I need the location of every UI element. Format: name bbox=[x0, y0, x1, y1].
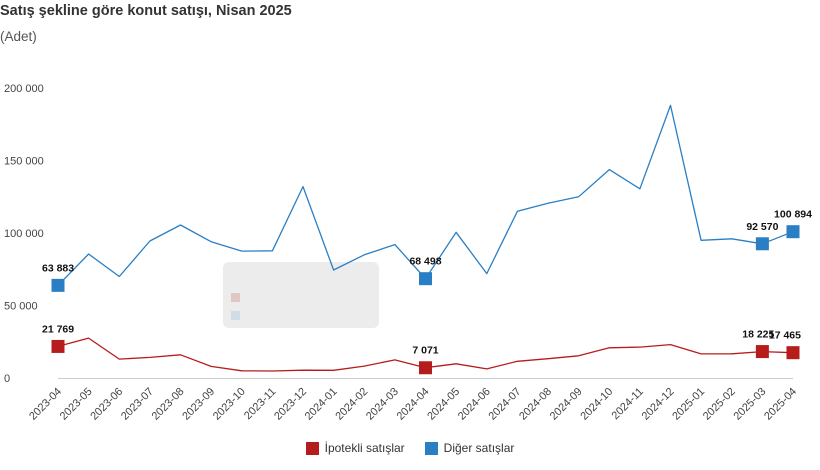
x-tick-label: 2024-04 bbox=[395, 386, 432, 423]
x-tick-label: 2023-11 bbox=[242, 386, 278, 422]
y-tick-label: 200 000 bbox=[4, 83, 44, 95]
x-tick-label: 2024-01 bbox=[303, 386, 340, 423]
y-tick-label: 100 000 bbox=[4, 228, 44, 240]
data-marker bbox=[51, 278, 65, 292]
chart-subtitle: (Adet) bbox=[0, 29, 37, 44]
x-tick-label: 2024-10 bbox=[578, 386, 615, 423]
data-marker bbox=[419, 361, 432, 375]
data-label: 7 071 bbox=[412, 345, 438, 357]
chart-title: Satış şekline göre konut satışı, Nisan 2… bbox=[0, 3, 292, 19]
data-marker bbox=[786, 225, 800, 239]
x-tick-label: 2023-09 bbox=[180, 386, 217, 423]
x-tick-label: 2023-05 bbox=[58, 386, 95, 423]
data-label: 18 225 bbox=[742, 329, 774, 341]
y-tick-label: 50 000 bbox=[4, 301, 38, 313]
x-tick-label: 2023-04 bbox=[27, 386, 64, 423]
data-label: 68 498 bbox=[409, 256, 441, 268]
x-tick-label: 2024-11 bbox=[610, 386, 646, 422]
tooltip-ghost bbox=[223, 262, 379, 328]
y-tick-label: 150 000 bbox=[4, 156, 44, 168]
data-marker bbox=[419, 272, 432, 286]
data-label: 92 570 bbox=[746, 221, 778, 233]
x-tick-label: 2024-08 bbox=[517, 386, 554, 423]
x-tick-label: 2023-12 bbox=[272, 386, 309, 423]
data-label: 17 465 bbox=[769, 330, 801, 342]
x-tick-label: 2025-04 bbox=[762, 386, 799, 423]
legend-label-diger: Diğer satışlar bbox=[443, 441, 515, 455]
y-tick-label: 0 bbox=[4, 373, 10, 385]
x-tick-label: 2024-12 bbox=[640, 386, 677, 423]
x-tick-label: 2024-05 bbox=[425, 386, 462, 423]
legend: İpotekli satışlar Diğer satışlar bbox=[0, 441, 820, 455]
data-marker bbox=[755, 237, 769, 251]
data-label: 21 769 bbox=[42, 323, 74, 335]
data-label: 63 883 bbox=[42, 262, 74, 274]
legend-label-ipotekli: İpotekli satışlar bbox=[324, 441, 405, 455]
legend-swatch-diger bbox=[424, 441, 438, 455]
legend-swatch-ipotekli bbox=[305, 441, 319, 455]
data-label: 100 894 bbox=[774, 209, 812, 221]
legend-item-diger[interactable]: Diğer satışlar bbox=[424, 441, 515, 455]
x-tick-label: 2024-03 bbox=[364, 386, 401, 423]
x-tick-label: 2023-06 bbox=[88, 386, 125, 423]
x-tick-label: 2025-01 bbox=[670, 386, 707, 423]
x-tick-label: 2025-03 bbox=[731, 386, 768, 423]
x-tick-label: 2024-02 bbox=[333, 386, 370, 423]
x-tick-label: 2024-07 bbox=[486, 386, 523, 423]
x-tick-label: 2025-02 bbox=[701, 386, 738, 423]
x-tick-label: 2023-07 bbox=[119, 386, 156, 423]
data-marker bbox=[786, 346, 800, 360]
x-tick-label: 2024-09 bbox=[548, 386, 585, 423]
legend-item-ipotekli[interactable]: İpotekli satışlar bbox=[305, 441, 405, 455]
x-tick-label: 2023-08 bbox=[150, 386, 187, 423]
data-marker bbox=[755, 345, 769, 359]
x-tick-label: 2023-10 bbox=[211, 386, 248, 423]
x-tick-label: 2024-06 bbox=[456, 386, 493, 423]
data-marker bbox=[51, 339, 65, 353]
